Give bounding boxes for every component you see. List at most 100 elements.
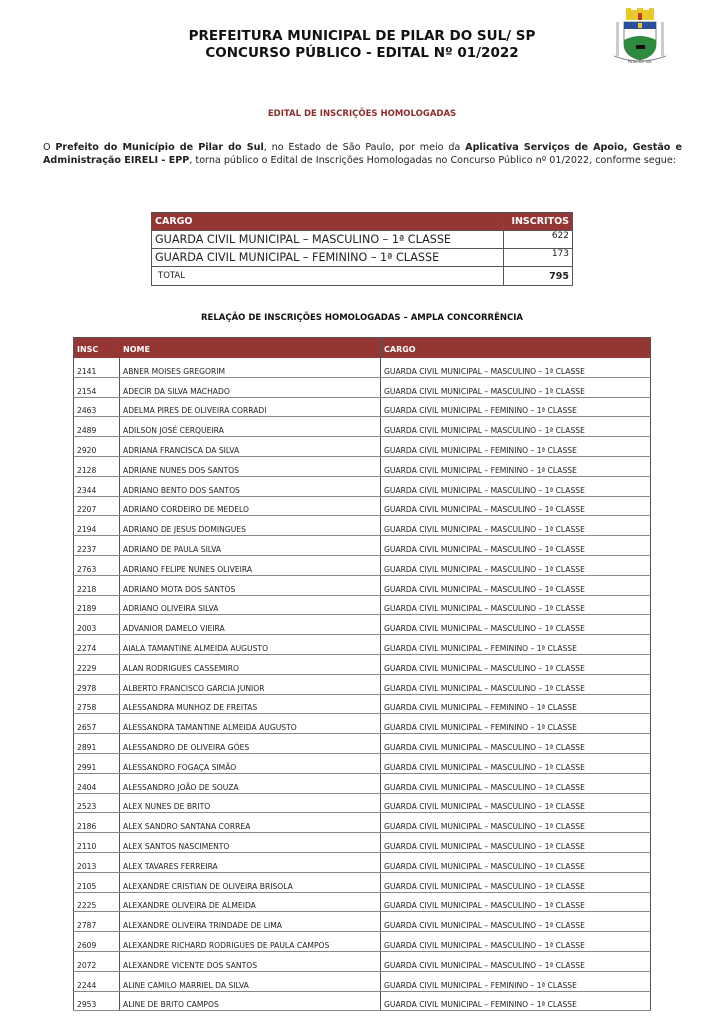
table-row: 2787 ALEXANDRE OLIVEIRA TRINDADE DE LIMA G…	[73, 911, 651, 933]
table-row: 2657 ALESSANDRA TAMANTINE ALMEIDA AUGUSTO…	[73, 713, 651, 735]
cargo-cell: GUARDA CIVIL MUNICIPAL – MASCULINO – 1ª …	[380, 931, 651, 952]
insc-cell: 2787	[73, 911, 120, 933]
table-row: 2463 ADELMA PIRES DE OLIVEIRA CORRADI GUAR…	[73, 397, 651, 418]
table-row: 2953 ALINE DE BRITO CAMPOS GUARDA CIVIL MU…	[73, 991, 651, 1012]
table-row: 2244 ALINE CAMILO MARRIEL DA SILVA GUARDA …	[73, 971, 651, 992]
cargo-cell: GUARDA CIVIL MUNICIPAL – MASCULINO – 1ª …	[380, 951, 651, 972]
insc-cell: 2953	[73, 991, 120, 1012]
table-row: 2274 AIALA TAMANTINE ALMEIDA AUGUSTO GUARD…	[73, 634, 651, 655]
cargo-cell: GUARDA CIVIL MUNICIPAL – MASCULINO – 1ª …	[380, 614, 651, 636]
coat-of-arms-icon: PILAR DO SUL	[613, 8, 667, 64]
nome-cell: ADRIANA FRANCISCA DA SILVA	[119, 436, 381, 457]
intro-text: , no Estado de São Paulo, por meio da	[263, 142, 466, 153]
insc-cell: 2072	[73, 951, 120, 972]
cargo-cell: GUARDA CIVIL MUNICIPAL – MASCULINO – 1ª …	[380, 496, 651, 517]
nome-cell: ADRIANO OLIVEIRA SILVA	[119, 595, 381, 616]
insc-cell: 2609	[73, 931, 120, 952]
intro-text: , torna público o Edital de Inscrições H…	[189, 154, 676, 166]
nome-cell: ALAN RODRIGUES CASSEMIRO	[119, 654, 381, 675]
document-title: PREFEITURA MUNICIPAL DE PILAR DO SUL/ SP…	[0, 28, 724, 62]
nome-cell: ADRIANO DE PAULA SILVA	[119, 535, 381, 556]
table-row: 2154 ADECIR DA SILVA MACHADO GUARDA CIVIL …	[73, 377, 651, 398]
cargo-cell: GUARDA CIVIL MUNICIPAL – MASCULINO – 1ª …	[380, 872, 651, 893]
insc-cell: 2237	[73, 535, 120, 556]
summary-total-label: TOTAL	[151, 266, 504, 286]
summary-header-cargo: CARGO	[151, 212, 504, 231]
table-row: 2523 ALEX NUNES DE BRITO GUARDA CIVIL MUNI…	[73, 793, 651, 814]
summary-row: GUARDA CIVIL MUNICIPAL – MASCULINO – 1ª …	[151, 230, 573, 249]
nome-cell: ADRIANO BENTO DOS SANTOS	[119, 476, 381, 497]
table-row: 2237 ADRIANO DE PAULA SILVA GUARDA CIVIL M…	[73, 535, 651, 556]
insc-cell: 2763	[73, 555, 120, 576]
nome-cell: ALEX NUNES DE BRITO	[119, 793, 381, 814]
cargo-cell: GUARDA CIVIL MUNICIPAL – MASCULINO – 1ª …	[380, 535, 651, 556]
insc-cell: 2404	[73, 773, 120, 794]
cargo-cell: GUARDA CIVIL MUNICIPAL – FEMININO – 1ª C…	[380, 397, 651, 418]
nome-cell: ALESSANDRO DE OLIVEIRA GÓES	[119, 733, 381, 754]
table-row: 2920 ADRIANA FRANCISCA DA SILVA GUARDA CIV…	[73, 436, 651, 457]
cargo-cell: GUARDA CIVIL MUNICIPAL – MASCULINO – 1ª …	[380, 892, 651, 913]
insc-cell: 2105	[73, 872, 120, 893]
header-cargo: CARGO	[380, 337, 651, 358]
nome-cell: ALESSANDRO FOGAÇA SIMÃO	[119, 753, 381, 774]
table-row: 2189 ADRIANO OLIVEIRA SILVA GUARDA CIVIL M…	[73, 595, 651, 616]
table-row: 2207 ADRIANO CORDEIRO DE MEDELO GUARDA CIV…	[73, 496, 651, 517]
cargo-cell: GUARDA CIVIL MUNICIPAL – MASCULINO – 1ª …	[380, 852, 651, 873]
summary-cargo: GUARDA CIVIL MUNICIPAL – MASCULINO – 1ª …	[151, 230, 504, 249]
summary-inscritos: 622	[503, 230, 573, 249]
table-row: 2489 ADILSON JOSÉ CERQUEIRA GUARDA CIVIL M…	[73, 416, 651, 438]
insc-cell: 2523	[73, 793, 120, 814]
list-title: RELAÇÃO DE INSCRIÇÕES HOMOLOGADAS – AMPL…	[201, 313, 523, 323]
nome-cell: ALEX SANDRO SANTANA CORREA	[119, 812, 381, 834]
cargo-cell: GUARDA CIVIL MUNICIPAL – FEMININO – 1ª C…	[380, 694, 651, 715]
summary-inscritos: 173	[503, 248, 573, 267]
summary-total-value: 795	[503, 266, 573, 286]
insc-cell: 2218	[73, 575, 120, 596]
table-row: 2141 ABNER MOISES GREGORIM GUARDA CIVIL MU…	[73, 358, 651, 378]
cargo-cell: GUARDA CIVIL MUNICIPAL – MASCULINO – 1ª …	[380, 911, 651, 933]
table-row: 2128 ADRIANE NUNES DOS SANTOS GUARDA CIVIL…	[73, 456, 651, 477]
insc-cell: 2110	[73, 832, 120, 853]
insc-cell: 2141	[73, 358, 120, 378]
table-row: 2978 ALBERTO FRANCISCO GARCIA JUNIOR GUARD…	[73, 674, 651, 695]
insc-cell: 2758	[73, 694, 120, 715]
nome-cell: ADRIANO MOTA DOS SANTOS	[119, 575, 381, 596]
nome-cell: ALINE CAMILO MARRIEL DA SILVA	[119, 971, 381, 992]
cargo-cell: GUARDA CIVIL MUNICIPAL – FEMININO – 1ª C…	[380, 971, 651, 992]
cargo-cell: GUARDA CIVIL MUNICIPAL – FEMININO – 1ª C…	[380, 991, 651, 1012]
nome-cell: ADILSON JOSÉ CERQUEIRA	[119, 416, 381, 438]
table-row: 2072 ALEXANDRE VICENTE DOS SANTOS GUARDA C…	[73, 951, 651, 972]
table-row: 2013 ALEX TAVARES FERREIRA GUARDA CIVIL MU…	[73, 852, 651, 873]
nome-cell: ALESSANDRO JOÃO DE SOUZA	[119, 773, 381, 794]
insc-cell: 2154	[73, 377, 120, 398]
cargo-cell: GUARDA CIVIL MUNICIPAL – MASCULINO – 1ª …	[380, 812, 651, 834]
summary-cargo: GUARDA CIVIL MUNICIPAL – FEMININO – 1ª C…	[151, 248, 504, 267]
title-line-2: CONCURSO PÚBLICO - EDITAL Nº 01/2022	[205, 45, 519, 61]
insc-cell: 2978	[73, 674, 120, 695]
table-row: 2609 ALEXANDRE RICHARD RODRIGUES DE PAULA…	[73, 931, 651, 952]
insc-cell: 2344	[73, 476, 120, 497]
header-nome: NOME	[119, 337, 381, 358]
intro-bold: Prefeito do Município de Pilar do Sul	[55, 142, 264, 153]
summary-row: GUARDA CIVIL MUNICIPAL – FEMININO – 1ª C…	[151, 248, 573, 267]
insc-cell: 2274	[73, 634, 120, 655]
intro-paragraph: O Prefeito do Município de Pilar do Sul,…	[43, 142, 682, 167]
table-row: 2891 ALESSANDRO DE OLIVEIRA GÓES GUARDA CI…	[73, 733, 651, 754]
nome-cell: ABNER MOISES GREGORIM	[119, 358, 381, 378]
insc-cell: 2207	[73, 496, 120, 517]
cargo-cell: GUARDA CIVIL MUNICIPAL – MASCULINO – 1ª …	[380, 575, 651, 596]
insc-cell: 2186	[73, 812, 120, 834]
cargo-cell: GUARDA CIVIL MUNICIPAL – FEMININO – 1ª C…	[380, 713, 651, 735]
summary-header-row: CARGO INSCRITOS	[151, 212, 573, 231]
insc-cell: 2225	[73, 892, 120, 913]
cargo-cell: GUARDA CIVIL MUNICIPAL – MASCULINO – 1ª …	[380, 555, 651, 576]
insc-cell: 2128	[73, 456, 120, 477]
header-insc: INSC	[73, 337, 120, 358]
cargo-cell: GUARDA CIVIL MUNICIPAL – MASCULINO – 1ª …	[380, 793, 651, 814]
registrations-table: INSC NOME CARGO 2141 ABNER MOISES GREGORI…	[73, 337, 651, 1012]
summary-total-row: TOTAL 795	[151, 266, 573, 286]
nome-cell: AIALA TAMANTINE ALMEIDA AUGUSTO	[119, 634, 381, 655]
insc-cell: 2003	[73, 614, 120, 636]
cargo-cell: GUARDA CIVIL MUNICIPAL – MASCULINO – 1ª …	[380, 773, 651, 794]
cargo-cell: GUARDA CIVIL MUNICIPAL – FEMININO – 1ª C…	[380, 456, 651, 477]
